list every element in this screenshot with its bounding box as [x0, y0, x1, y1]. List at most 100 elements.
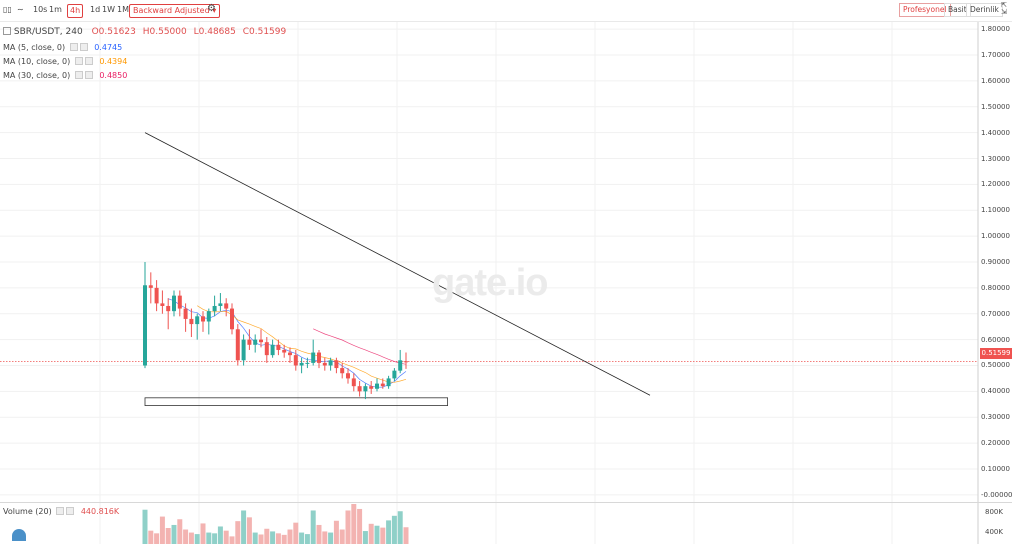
logo-icon — [12, 529, 26, 541]
volume-bar — [235, 521, 241, 544]
candle-body — [148, 285, 153, 288]
volume-bar — [200, 523, 206, 544]
view-profesyonel[interactable]: Profesyonel — [899, 3, 951, 17]
price-mode-label: Backward Adjusted — [133, 6, 210, 15]
view-basit[interactable]: Basit — [944, 3, 971, 17]
volume-bar — [270, 531, 276, 544]
candle-body — [346, 373, 350, 379]
volume-bar — [310, 510, 316, 544]
price-axis-label: 0.20000 — [981, 439, 1010, 448]
volume-bar — [397, 511, 403, 544]
candle-body — [311, 352, 316, 363]
volume-bar — [241, 510, 247, 544]
candle-body — [317, 352, 321, 363]
volume-bar — [142, 509, 148, 544]
fullscreen-icon[interactable]: ⇱ ⇲ — [1001, 1, 1007, 16]
candle-body — [270, 344, 275, 356]
ma5-label: MA (5, close, 0) — [3, 43, 66, 52]
candle-body — [392, 370, 397, 379]
interval-1d[interactable]: 1d — [90, 5, 101, 14]
view-derinlik[interactable]: Derinlik — [966, 3, 1003, 17]
price-axis-label: 1.70000 — [981, 51, 1010, 60]
interval-10s[interactable]: 10s — [33, 5, 48, 14]
candle-body — [166, 305, 171, 312]
volume-bar — [171, 524, 177, 544]
ma30-legend: MA (30, close, 0) 0.4850 — [3, 70, 127, 81]
volume-bar — [368, 523, 374, 544]
volume-axis-800k: 800K — [985, 508, 1003, 516]
symbol-legend: SBR/USDT, 240 O0.51623 H0.55000 L0.48685… — [3, 27, 286, 38]
volume-bar — [304, 534, 310, 544]
candle-body — [253, 339, 258, 345]
price-axis-label: 0.40000 — [981, 387, 1010, 396]
ma10-close-icon[interactable] — [84, 57, 93, 65]
price-mode-select[interactable]: Backward Adjusted ▾ — [129, 4, 221, 18]
volume-bar — [287, 529, 293, 544]
price-axis-label: 0.50000 — [981, 361, 1010, 370]
candle-body — [363, 386, 368, 392]
ma10-label: MA (10, close, 0) — [3, 57, 71, 66]
volume-bar — [183, 529, 189, 544]
candle-body — [172, 295, 176, 312]
volume-bar — [357, 508, 363, 544]
volume-bar — [177, 519, 183, 544]
volume-bar — [328, 532, 334, 544]
price-axis-label: 0.30000 — [981, 413, 1010, 422]
volume-settings-icon[interactable] — [56, 507, 65, 515]
ma30-close-icon[interactable] — [84, 71, 93, 79]
interval-1m-month[interactable]: 1M — [117, 5, 129, 14]
candle-body — [143, 285, 147, 366]
price-axis-label: 1.60000 — [981, 76, 1010, 85]
volume-bar — [374, 525, 380, 544]
volume-close-icon[interactable] — [66, 507, 75, 515]
price-axis-label: 0.70000 — [981, 309, 1010, 318]
price-axis-label: 1.80000 — [981, 25, 1010, 34]
candle-body — [398, 360, 403, 371]
candle-body — [206, 311, 211, 322]
ma5-value: 0.4745 — [94, 43, 123, 52]
ma5-settings-icon[interactable] — [69, 43, 78, 51]
ma10-legend: MA (10, close, 0) 0.4394 — [3, 56, 127, 67]
volume-bar — [403, 527, 409, 544]
price-axis-label: 1.20000 — [981, 180, 1010, 189]
settings-gear-icon[interactable]: ⚙ — [207, 3, 216, 14]
candle-body — [369, 386, 374, 389]
candle-body — [160, 303, 165, 306]
ma10-settings-icon[interactable] — [74, 57, 83, 65]
candle-body — [293, 355, 298, 366]
volume-bar — [223, 530, 229, 544]
interval-1w[interactable]: 1W — [102, 5, 115, 14]
pane-separator[interactable] — [0, 502, 1012, 503]
price-axis-label: 1.40000 — [981, 128, 1010, 137]
candle-body — [380, 383, 385, 387]
ma5-close-icon[interactable] — [79, 43, 88, 51]
volume-bar — [281, 534, 287, 544]
volume-bar — [159, 516, 165, 544]
candle-body — [235, 329, 240, 361]
symbol-name: SBR/USDT, 240 — [13, 27, 83, 37]
collapse-icon[interactable] — [3, 27, 11, 35]
volume-bar — [316, 524, 322, 544]
price-axis-label: 1.50000 — [981, 102, 1010, 111]
candle-body — [357, 386, 362, 392]
price-axis-label: -0.00000 — [981, 490, 1012, 499]
candle-body — [218, 303, 223, 306]
volume-bar — [165, 528, 171, 544]
ma30-settings-icon[interactable] — [74, 71, 83, 79]
chart-toolbar: ▯▯ ∼ 10s 1m 4h 1d 1W 1M Backward Adjuste… — [0, 0, 1012, 22]
interval-1m[interactable]: 1m — [49, 5, 62, 14]
interval-4h[interactable]: 4h — [67, 4, 84, 18]
volume-bar — [275, 533, 281, 544]
candle-body — [183, 308, 188, 319]
ma30-label: MA (30, close, 0) — [3, 71, 71, 80]
volume-legend: Volume (20) 440.816K — [3, 506, 119, 517]
price-axis-label: 0.80000 — [981, 283, 1010, 292]
volume-bar — [293, 522, 299, 544]
volume-bar — [380, 527, 386, 544]
indicator-icon[interactable]: ∼ — [17, 5, 24, 14]
candle-type-icon[interactable]: ▯▯ — [3, 5, 12, 14]
volume-value: 440.816K — [80, 507, 120, 516]
volume-bar — [339, 529, 345, 544]
last-price-badge: 0.51599 — [980, 348, 1012, 359]
